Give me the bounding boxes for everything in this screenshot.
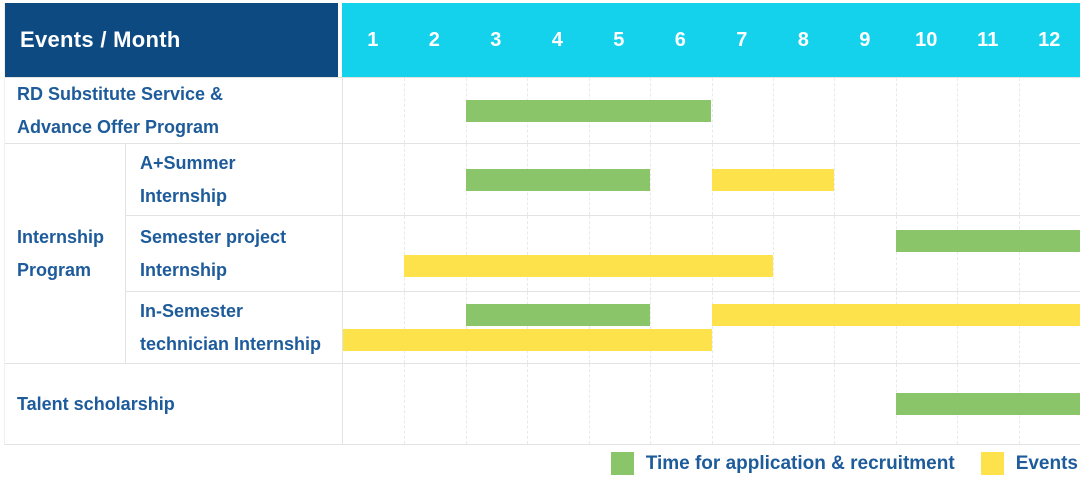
month-gridline (404, 78, 406, 143)
month-gridline (527, 364, 529, 444)
month-gridline (957, 78, 959, 143)
gantt-table: Events / Month 1 2 3 4 5 6 7 8 9 10 11 12 RD Substi… (4, 3, 1080, 445)
row-label-semester-project-internship: Semester project Internship (125, 215, 342, 291)
row-label-talent-scholarship: Talent scholarship (5, 363, 342, 444)
month-label: 2 (428, 28, 440, 51)
month-gridline (650, 144, 652, 215)
row-timeline-in-semester-technician-internship (342, 291, 1080, 363)
event-bar (343, 329, 712, 351)
month-gridline (957, 144, 959, 215)
month-label: 1 (367, 28, 379, 51)
table-header-events-month: Events / Month (5, 3, 342, 77)
bar-lines (343, 216, 1080, 291)
table-header-title: Events / Month (20, 27, 181, 52)
month-gridline (834, 216, 836, 291)
month-gridline (772, 78, 774, 143)
bar-line (343, 230, 1080, 252)
month-gridline (711, 364, 713, 444)
application-recruitment-swatch (610, 452, 634, 475)
month-gridline (711, 78, 713, 143)
month-gridline (1018, 292, 1020, 363)
month-gridline (650, 216, 652, 291)
month-gridline (957, 292, 959, 363)
month-gridline (588, 292, 590, 363)
month-gridline (895, 216, 897, 291)
month-gridline (895, 292, 897, 363)
application-recruitment-bar (465, 99, 712, 122)
month-gridline (772, 216, 774, 291)
month-gridline (404, 144, 406, 215)
month-gridline (711, 216, 713, 291)
month-gridline (895, 78, 897, 143)
month-gridline (834, 364, 836, 444)
month-gridline (957, 216, 959, 291)
month-label: 4 (551, 28, 563, 51)
month-gridline (1018, 78, 1020, 143)
month-gridline (404, 216, 406, 291)
bar-line (343, 329, 1080, 351)
month-gridline (711, 292, 713, 363)
legend-label-events: Events (1015, 452, 1078, 474)
row-timeline-rd-substitute-service (342, 77, 1080, 143)
month-label: 3 (490, 28, 502, 51)
row-group-label-internship-program: Internship Program (5, 143, 125, 363)
event-bar (711, 168, 835, 191)
month-label: 9 (859, 28, 871, 51)
month-gridline (404, 364, 406, 444)
month-gridline (588, 216, 590, 291)
row-timeline-talent-scholarship (342, 363, 1080, 444)
bar-line (343, 255, 1080, 277)
month-gridline (588, 364, 590, 444)
legend: Time for application & recruitment Event… (610, 452, 1078, 475)
month-gridline (650, 364, 652, 444)
month-gridline (650, 292, 652, 363)
month-gridline (404, 292, 406, 363)
event-bar (711, 304, 1080, 326)
month-gridline (527, 216, 529, 291)
month-gridline (834, 78, 836, 143)
application-recruitment-bar (465, 168, 651, 191)
bar-lines (343, 78, 1080, 143)
month-gridline (772, 364, 774, 444)
month-label: 5 (613, 28, 625, 51)
bar-line (343, 99, 1080, 122)
events-swatch (980, 452, 1004, 475)
bar-line (343, 304, 1080, 326)
legend-item-events: Events (980, 452, 1078, 475)
month-label: 7 (736, 28, 748, 51)
month-gridline (465, 292, 467, 363)
month-gridline (465, 364, 467, 444)
row-label-a-summer-internship: A+Summer Internship (125, 143, 342, 215)
month-label: 11 (977, 28, 999, 51)
bar-lines (343, 144, 1080, 215)
event-bar (404, 255, 773, 277)
legend-item-application-recruitment: Time for application & recruitment (610, 452, 955, 475)
bar-lines (343, 292, 1080, 363)
month-label: 10 (915, 28, 938, 51)
month-gridline (465, 216, 467, 291)
month-label: 12 (1038, 28, 1061, 51)
legend-label-application-recruitment: Time for application & recruitment (645, 452, 955, 474)
application-recruitment-bar (465, 304, 651, 326)
application-recruitment-bar (895, 230, 1080, 252)
month-gridline (1018, 144, 1020, 215)
row-timeline-a-summer-internship (342, 143, 1080, 215)
month-gridline (895, 144, 897, 215)
bar-line (343, 393, 1080, 415)
bar-line (343, 168, 1080, 191)
month-label: 8 (797, 28, 809, 51)
row-label-rd-substitute-service: RD Substitute Service & Advance Offer Pr… (5, 77, 342, 143)
month-gridline (834, 292, 836, 363)
month-gridline (527, 292, 529, 363)
row-timeline-semester-project-internship (342, 215, 1080, 291)
month-header-row: 1 2 3 4 5 6 7 8 9 10 11 12 (342, 3, 1080, 77)
month-gridline (1018, 216, 1020, 291)
bar-lines (343, 364, 1080, 444)
month-label: 6 (674, 28, 686, 51)
application-recruitment-bar (895, 393, 1080, 415)
month-gridline (772, 292, 774, 363)
month-gridline (834, 144, 836, 215)
row-label-in-semester-technician-internship: In-Semester technician Internship (125, 291, 342, 363)
